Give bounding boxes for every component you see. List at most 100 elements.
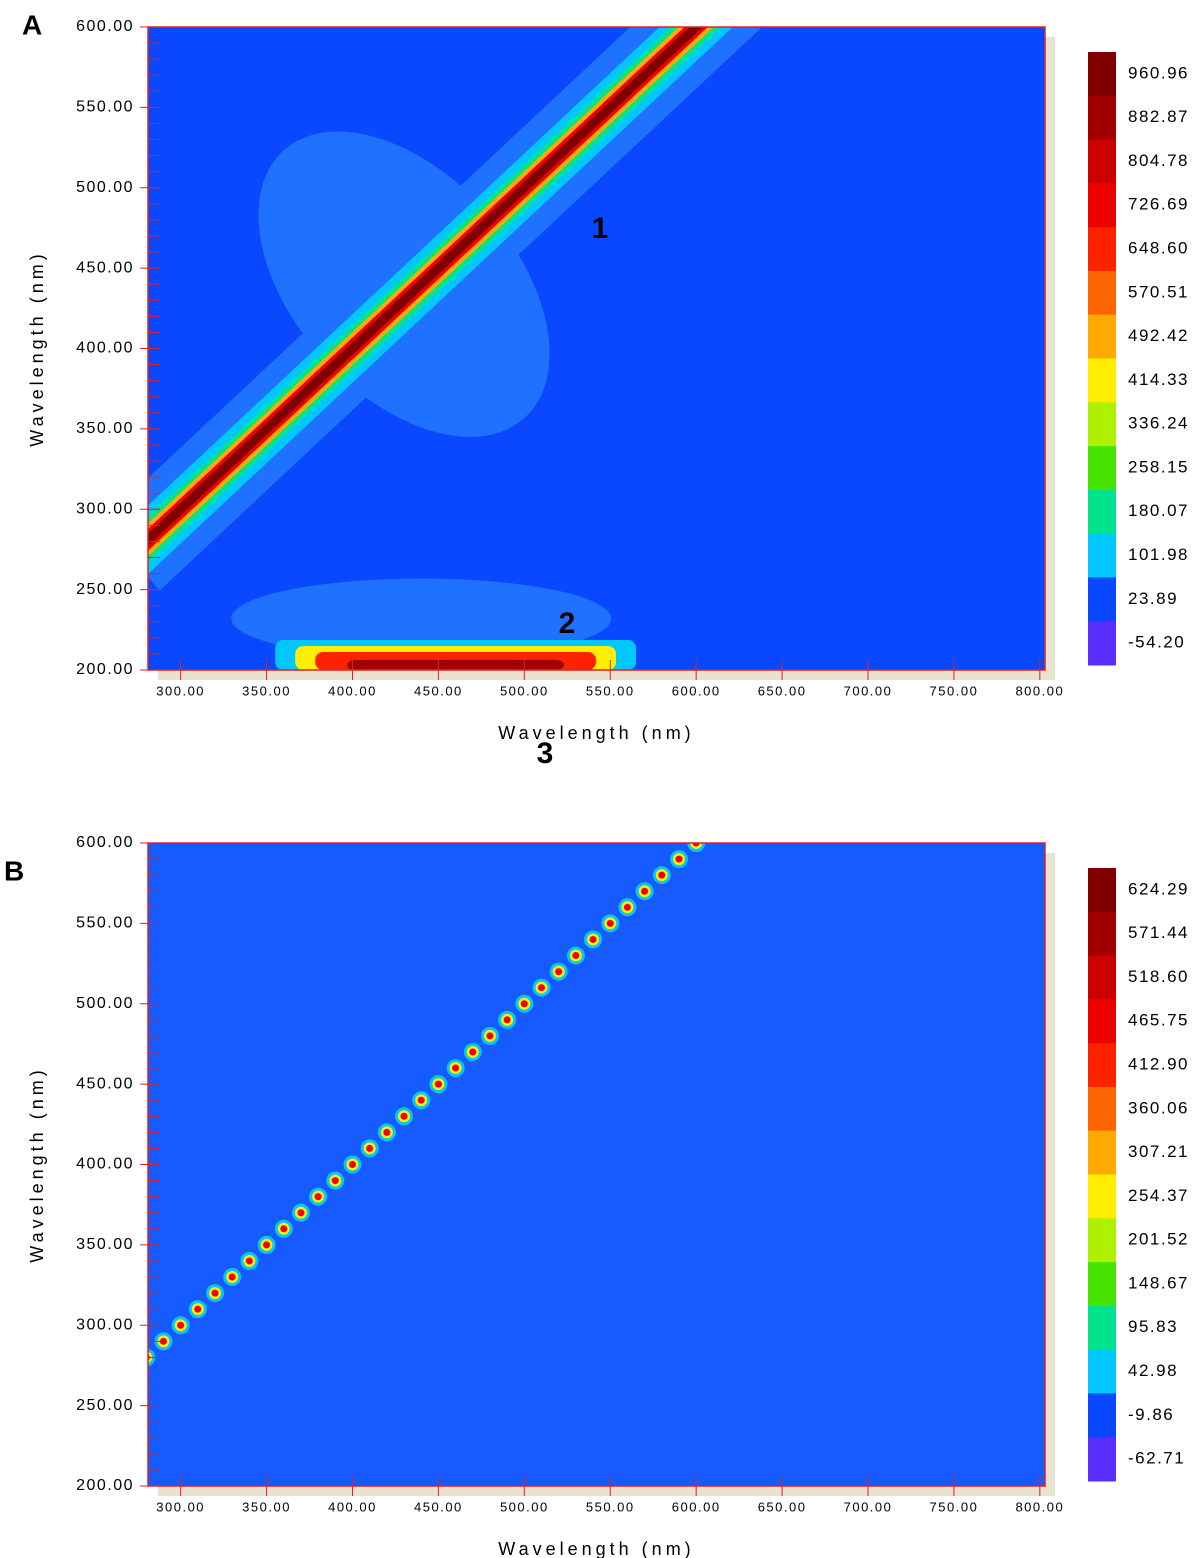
field-glow: [231, 578, 612, 659]
x-tick-label: 300.00: [156, 683, 205, 698]
colorbar-swatch: [1088, 1262, 1116, 1307]
scatter-band: [148, 27, 703, 546]
x-axis-title: Wavelength (nm): [498, 723, 694, 743]
y-tick-label: 500.00: [76, 179, 134, 196]
x-tick-label: 800.00: [1015, 1499, 1064, 1514]
colorbar-label: 726.69: [1128, 195, 1189, 214]
colorbar-label: 336.24: [1128, 414, 1189, 433]
colorbar-swatch: [1088, 227, 1116, 272]
y-axis-title: Wavelength (nm): [27, 250, 47, 446]
colorbar-swatch: [1088, 139, 1116, 184]
colorbar-swatch: [1088, 270, 1116, 316]
colorbar-label: 648.60: [1128, 239, 1189, 258]
colorbar-label: 148.67: [1128, 1273, 1189, 1292]
scatter-dot: [211, 1289, 219, 1297]
colorbar-swatch: [1088, 621, 1116, 666]
colorbar-swatch: [1088, 1130, 1116, 1175]
y-tick-label: 300.00: [76, 1316, 134, 1333]
scatter-dot: [623, 903, 631, 911]
colorbar-label: 414.33: [1128, 370, 1189, 389]
colorbar-swatch: [1088, 1086, 1116, 1132]
scatter-dot: [692, 843, 700, 847]
colorbar-swatch: [1088, 1218, 1116, 1263]
y-tick-label: 600.00: [76, 18, 134, 35]
colorbar-label: 570.51: [1128, 282, 1189, 301]
scatter-dot: [228, 1273, 236, 1281]
colorbar-swatch: [1088, 1174, 1116, 1219]
colorbar-swatch: [1088, 489, 1116, 535]
y-tick-label: 550.00: [76, 915, 134, 932]
y-tick-label: 450.00: [76, 259, 134, 276]
colorbar-swatch: [1088, 95, 1116, 141]
x-tick-label: 350.00: [242, 683, 291, 698]
x-tick-label: 350.00: [242, 1499, 291, 1514]
x-tick-label: 650.00: [758, 683, 807, 698]
y-axis-title: Wavelength (nm): [27, 1066, 47, 1262]
y-tick-label: 300.00: [76, 500, 134, 517]
scatter-dot: [641, 887, 649, 895]
x-axis-title: Wavelength (nm): [498, 1539, 694, 1558]
contour-field: [148, 843, 1045, 1486]
panel-label: A: [22, 9, 42, 40]
colorbar-label: 23.89: [1128, 589, 1178, 608]
x-tick-label: 550.00: [586, 1499, 635, 1514]
scatter-dot: [263, 1241, 271, 1249]
scatter-dot: [177, 1321, 185, 1329]
colorbar-label: 960.96: [1128, 63, 1189, 82]
y-tick-label: 200.00: [76, 1477, 134, 1494]
scatter-dot: [383, 1128, 391, 1136]
colorbar-label: 360.06: [1128, 1098, 1189, 1117]
y-tick-label: 350.00: [76, 420, 134, 437]
colorbar-label: -9.86: [1128, 1405, 1174, 1424]
scatter-dot: [245, 1257, 253, 1265]
colorbar-swatch: [1088, 1043, 1116, 1088]
y-tick-label: 350.00: [76, 1236, 134, 1253]
annotation: 3: [537, 737, 554, 770]
x-tick-label: 450.00: [414, 1499, 463, 1514]
scatter-dot: [434, 1080, 442, 1088]
scatter-dot: [452, 1064, 460, 1072]
scatter-dot: [555, 968, 563, 976]
scatter-dot: [675, 855, 683, 863]
x-tick-label: 500.00: [500, 683, 549, 698]
y-tick-label: 200.00: [76, 661, 134, 678]
colorbar-swatch: [1088, 868, 1116, 913]
y-tick-label: 600.00: [76, 834, 134, 851]
y-tick-label: 250.00: [76, 581, 134, 598]
colorbar-swatch: [1088, 1305, 1116, 1351]
x-tick-label: 750.00: [930, 1499, 979, 1514]
x-tick-label: 600.00: [672, 1499, 721, 1514]
colorbar-swatch: [1088, 183, 1116, 228]
y-tick-label: 500.00: [76, 995, 134, 1012]
colorbar-swatch: [1088, 314, 1116, 359]
y-tick-label: 400.00: [76, 1156, 134, 1173]
scatter-dot: [314, 1193, 322, 1201]
colorbar-label: 571.44: [1128, 923, 1189, 942]
y-tick-label: 250.00: [76, 1397, 134, 1414]
colorbar-swatch: [1088, 533, 1116, 578]
scatter-dot: [589, 935, 597, 943]
colorbar-label: 624.29: [1128, 879, 1189, 898]
scatter-dot: [417, 1096, 425, 1104]
x-tick-label: 700.00: [844, 1499, 893, 1514]
x-tick-label: 600.00: [672, 683, 721, 698]
colorbar-swatch: [1088, 1437, 1116, 1482]
colorbar-swatch: [1088, 577, 1116, 622]
colorbar-label: -54.20: [1128, 633, 1185, 652]
colorbar-label: 254.37: [1128, 1186, 1189, 1205]
y-tick-label: 450.00: [76, 1075, 134, 1092]
colorbar-swatch: [1088, 955, 1116, 1000]
x-tick-label: 650.00: [758, 1499, 807, 1514]
scatter-dot: [400, 1112, 408, 1120]
colorbar-swatch: [1088, 446, 1116, 491]
colorbar-label: 101.98: [1128, 545, 1189, 564]
colorbar-label: 42.98: [1128, 1361, 1178, 1380]
x-tick-label: 700.00: [844, 683, 893, 698]
x-tick-label: 400.00: [328, 683, 377, 698]
x-tick-label: 550.00: [586, 683, 635, 698]
colorbar-label: 95.83: [1128, 1317, 1178, 1336]
scatter-dot: [469, 1048, 477, 1056]
y-tick-label: 550.00: [76, 99, 134, 116]
scatter-dot: [348, 1161, 356, 1168]
